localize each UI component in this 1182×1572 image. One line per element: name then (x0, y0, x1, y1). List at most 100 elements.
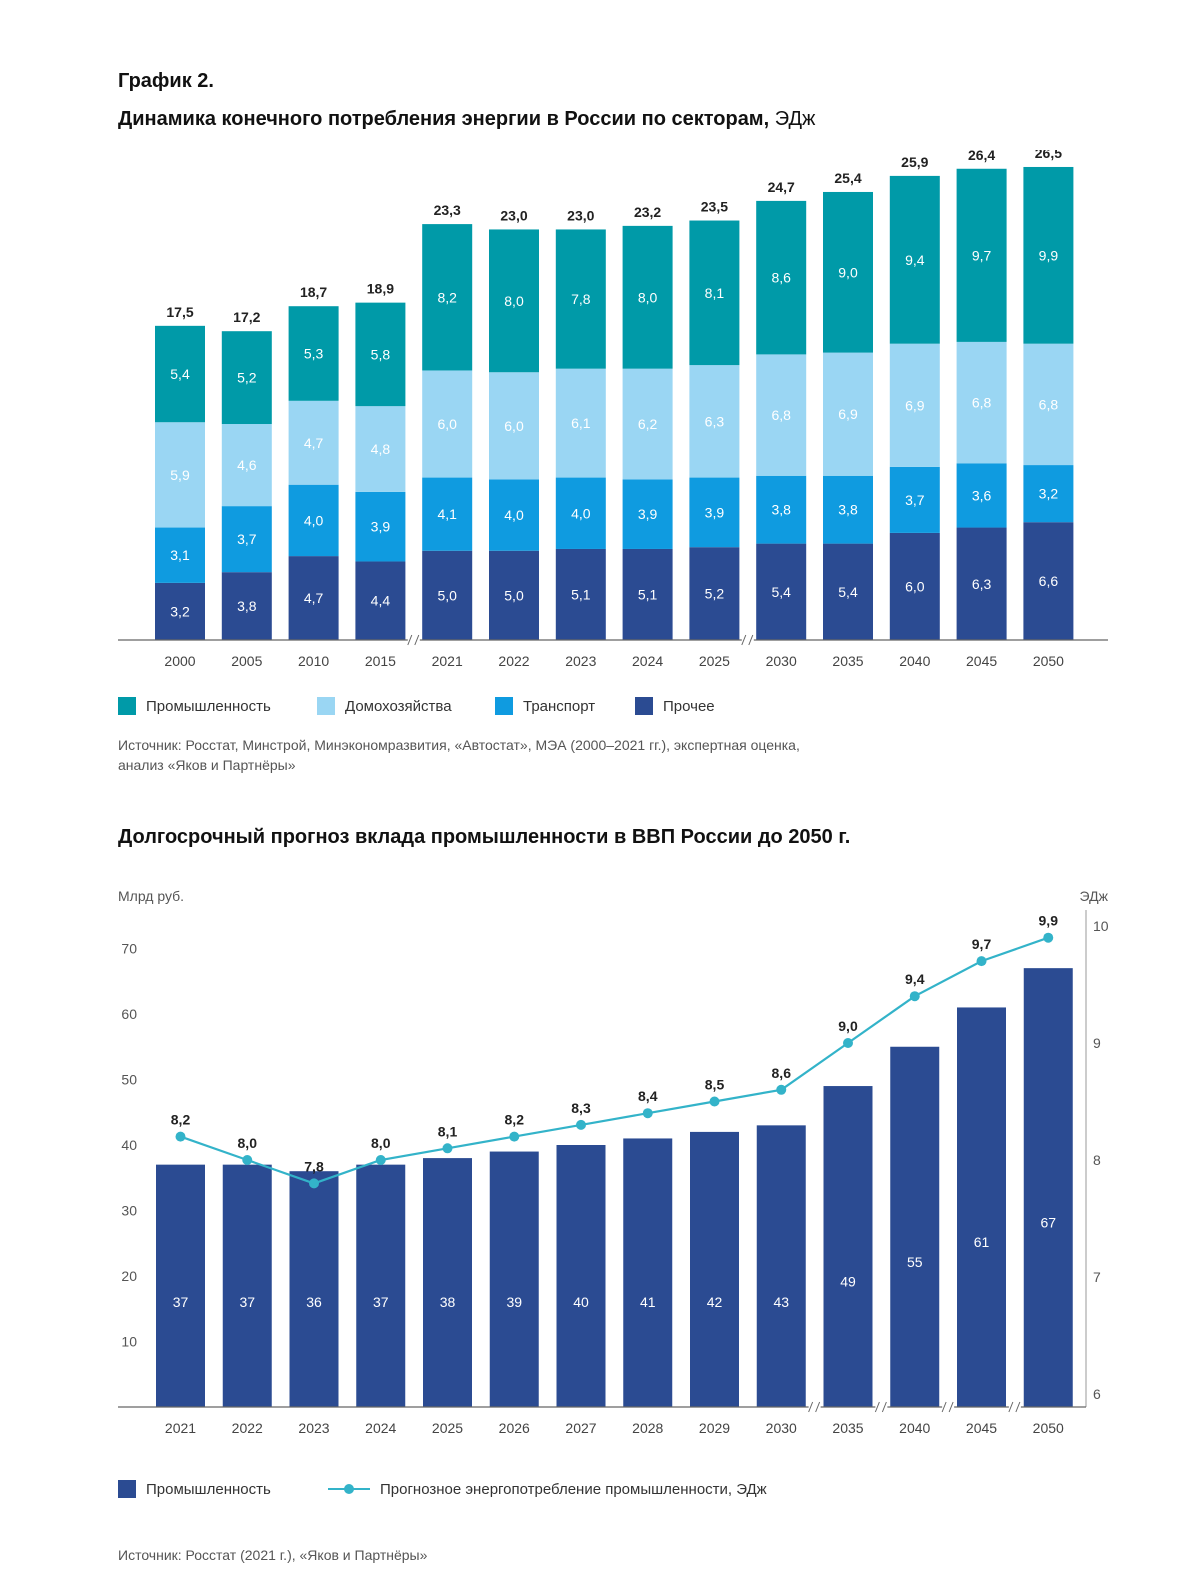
x-tick-2010: 2010 (298, 653, 329, 669)
energy-point-label-2024: 8,0 (371, 1135, 391, 1151)
chart2-source-line1: Источник: Росстат (2021 г.), «Яков и Пар… (118, 1547, 428, 1563)
gdp-bar-2027 (556, 1145, 606, 1407)
bar-label-industry-2005: 5,2 (237, 370, 257, 386)
bar-label-households-2000: 5,9 (170, 467, 190, 483)
bar-label-industry-2040: 9,4 (905, 252, 925, 268)
bar-segment-other-2015 (355, 561, 406, 640)
bar-total-2000: 17,5 (166, 304, 193, 320)
bar-label-transport-2022: 4,0 (504, 507, 524, 523)
y-tick-left-60: 60 (121, 1006, 137, 1022)
x-tick-2026: 2026 (499, 1420, 530, 1436)
legend-line-marker-icon (328, 1480, 370, 1498)
bar-label-industry-2025: 8,1 (705, 285, 725, 301)
bar-total-2022: 23,0 (500, 207, 527, 223)
x-tick-2024: 2024 (365, 1420, 396, 1436)
chart1-title-text: Динамика конечного потребления энергии в… (118, 108, 770, 130)
gdp-bar-2028 (623, 1138, 673, 1407)
bar-segment-transport-2030 (756, 475, 807, 544)
y-tick-left-10: 10 (121, 1334, 137, 1350)
bar-label-transport-2025: 3,9 (705, 504, 725, 520)
bar-segment-households-2005 (221, 424, 272, 507)
bar-segment-other-2024 (622, 548, 673, 640)
bar-label-households-2040: 6,9 (905, 397, 925, 413)
bar-segment-other-2021 (422, 550, 473, 640)
bar-label-industry-2010: 5,3 (304, 346, 324, 362)
bar-total-2023: 23,0 (567, 207, 594, 223)
y-tick-left-40: 40 (121, 1137, 137, 1153)
bar-segment-other-2005 (221, 572, 272, 640)
energy-line (180, 936, 1049, 1185)
gdp-bar-label-2026: 39 (506, 1294, 522, 1310)
energy-point-label-2035: 9,0 (838, 1018, 858, 1034)
bar-segment-households-2023 (555, 368, 606, 478)
bar-label-industry-2021: 8,2 (437, 289, 457, 305)
bar-label-transport-2010: 4,0 (304, 512, 324, 528)
bar-segment-other-2010 (288, 556, 339, 640)
bar-label-transport-2035: 3,8 (838, 502, 858, 518)
chart1-source-line1: Источник: Росстат, Минстрой, Минэкономра… (118, 737, 800, 753)
energy-point-2022 (242, 1155, 253, 1165)
bar-segment-transport-2040 (889, 466, 940, 533)
bar-segment-industry-2021 (422, 224, 473, 371)
gdp-bar-2030 (756, 1125, 806, 1407)
gdp-bar-label-2027: 40 (573, 1294, 589, 1310)
energy-point-label-2029: 8,5 (705, 1077, 725, 1093)
energy-point-2028 (642, 1108, 653, 1119)
bar-label-other-2000: 3,2 (170, 603, 190, 619)
bar-label-industry-2045: 9,7 (972, 247, 992, 263)
bar-label-households-2050: 6,8 (1039, 396, 1059, 412)
gdp-bar-2045 (957, 1007, 1006, 1407)
bar-segment-transport-2025 (689, 477, 740, 548)
bar-total-2030: 24,7 (768, 179, 795, 195)
x-tick-2023: 2023 (565, 653, 596, 669)
x-tick-2050: 2050 (1033, 1420, 1064, 1436)
bar-segment-industry-2040 (889, 175, 940, 344)
bar-segment-households-2025 (689, 365, 740, 478)
gdp-bar-label-2023: 36 (306, 1294, 322, 1310)
bar-segment-industry-2015 (355, 302, 406, 407)
bar-segment-other-2040 (889, 532, 940, 640)
bar-segment-industry-2025 (689, 220, 740, 366)
bar-label-other-2021: 5,0 (437, 587, 457, 603)
chart2-title: Долгосрочный прогноз вклада промышленнос… (118, 826, 851, 848)
legend-label-gdp-bar: Промышленность (146, 1480, 271, 1498)
y-tick-right-6: 6 (1093, 1386, 1101, 1402)
gdp-bar-label-2022: 37 (239, 1294, 255, 1310)
bar-segment-industry-2045 (956, 168, 1007, 342)
gdp-bar-2021 (156, 1164, 205, 1407)
energy-point-2040 (909, 991, 920, 1002)
bar-label-other-2015: 4,4 (371, 593, 391, 609)
energy-point-2021 (175, 1131, 186, 1142)
bar-segment-industry-2022 (489, 229, 539, 373)
axis-break-after-2035 (874, 1401, 888, 1413)
legend-swatch-industry (118, 697, 136, 715)
bar-segment-transport-2000 (155, 527, 205, 583)
bar-label-transport-2005: 3,7 (237, 531, 257, 547)
gdp-bar-2040 (890, 1046, 940, 1407)
energy-point-label-2022: 8,0 (238, 1135, 258, 1151)
bar-segment-transport-2024 (622, 479, 673, 549)
bar-label-households-2045: 6,8 (972, 395, 992, 411)
bar-label-industry-2023: 7,8 (571, 291, 591, 307)
bar-label-industry-2015: 5,8 (371, 346, 391, 362)
legend-item-other: Прочее (635, 697, 715, 715)
energy-point-label-2040: 9,4 (905, 971, 925, 987)
energy-point-2025 (442, 1143, 453, 1154)
energy-point-label-2050: 9,9 (1039, 913, 1059, 929)
legend-label-households: Домохозяйства (345, 697, 452, 715)
x-tick-2029: 2029 (699, 1420, 730, 1436)
bar-label-households-2005: 4,6 (237, 457, 257, 473)
bar-segment-industry-2023 (555, 229, 606, 369)
axis-break-after-2015 (407, 634, 420, 646)
x-tick-2035: 2035 (832, 1420, 863, 1436)
energy-point-2030 (776, 1084, 787, 1095)
bar-total-2035: 25,4 (834, 170, 861, 186)
bar-segment-industry-2000 (155, 325, 205, 423)
bar-label-households-2022: 6,0 (504, 418, 524, 434)
x-tick-2040: 2040 (899, 1420, 930, 1436)
bar-segment-households-2024 (622, 368, 673, 480)
bar-segment-households-2000 (155, 422, 205, 528)
bar-total-2025: 23,5 (701, 199, 728, 215)
bar-segment-other-2022 (489, 550, 539, 640)
x-tick-2035: 2035 (832, 653, 863, 669)
